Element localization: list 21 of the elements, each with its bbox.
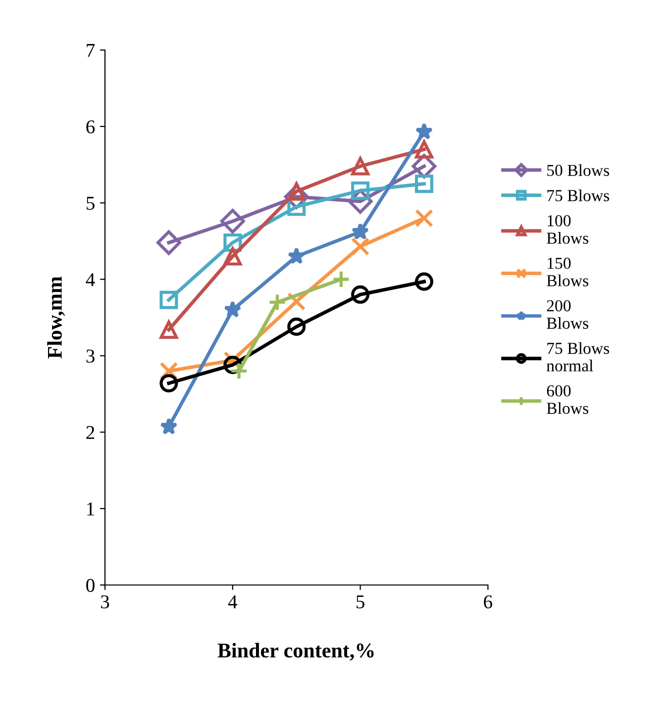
y-tick-label: 1 [87,502,94,516]
x-tick-label: 6 [484,595,492,608]
y-tick-label: 2 [86,426,94,439]
legend-label: 150 Blows [546,258,588,286]
legend-label: 75 Blows [547,190,610,202]
x-tick-label: 5 [356,595,364,608]
legend-label: 200 Blows [546,300,588,329]
y-axis-title: Flow,mm [47,276,65,359]
y-tick-label: 0 [86,578,95,592]
legend-label: 600 Blows [546,385,588,414]
x-tick-label: 3 [101,595,110,608]
y-tick-label: 3 [86,350,94,363]
legend-label: 100 Blows [546,215,588,244]
y-tick-label: 5 [86,196,94,210]
y-tick-label: 6 [86,120,95,134]
x-tick-label: 4 [228,595,238,608]
legend-label: 75 Blows normal [546,342,610,372]
y-tick-label: 7 [86,44,95,57]
y-tick-label: 4 [86,273,95,286]
x-axis-title: Binder content,% [218,642,374,661]
legend-label: 50 Blows [547,164,610,176]
